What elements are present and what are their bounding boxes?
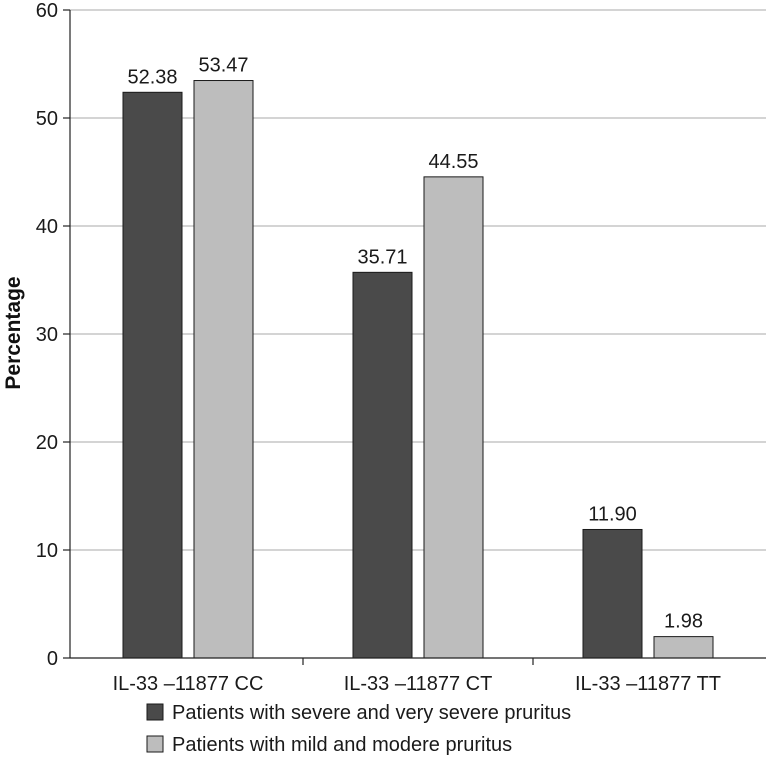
- y-tick-label: 40: [36, 216, 58, 238]
- y-tick-label: 50: [36, 108, 58, 130]
- data-label: 35.71: [357, 246, 407, 268]
- bar-severe-3: [582, 528, 643, 659]
- data-label: 52.38: [127, 66, 177, 88]
- bar-mild-3: [653, 636, 714, 659]
- legend-label: Patients with mild and modere pruritus: [172, 734, 512, 756]
- gridlines: [70, 9, 766, 551]
- legend-label: Patients with severe and very severe pru…: [172, 702, 571, 724]
- x-tick-label: IL-33 –11877 CT: [344, 673, 493, 695]
- legend-swatch: [146, 703, 164, 721]
- y-axis-title: Percentage: [2, 276, 25, 389]
- y-tick-label: 10: [36, 540, 58, 562]
- bar-mild-2: [423, 176, 484, 659]
- y-tick-label: 60: [36, 0, 58, 22]
- axes: 0 10 20 30 40 50 60 IL-33 –11877 CC IL-33 –11877…: [36, 0, 766, 695]
- x-tick-label: IL-33 –11877 TT: [575, 673, 721, 695]
- bar-mild-1: [193, 80, 254, 659]
- data-label: 11.90: [588, 503, 637, 525]
- data-label: 44.55: [428, 151, 478, 173]
- y-tick-label: 0: [47, 648, 58, 670]
- data-label: 53.47: [198, 55, 248, 77]
- x-tick-label: IL-33 –11877 CC: [113, 673, 264, 695]
- y-tick-label: 30: [36, 324, 58, 346]
- data-label: 1.98: [664, 611, 703, 633]
- legend-swatch: [146, 735, 164, 753]
- data-labels: 52.38 53.47 35.71 44.55 11.90 1.98: [127, 55, 703, 633]
- bar-severe-2: [352, 271, 413, 659]
- y-tick-label: 20: [36, 432, 58, 454]
- legend: Patients with severe and very severe pru…: [146, 702, 571, 756]
- bar-severe-1: [122, 91, 183, 659]
- bars: [122, 80, 714, 659]
